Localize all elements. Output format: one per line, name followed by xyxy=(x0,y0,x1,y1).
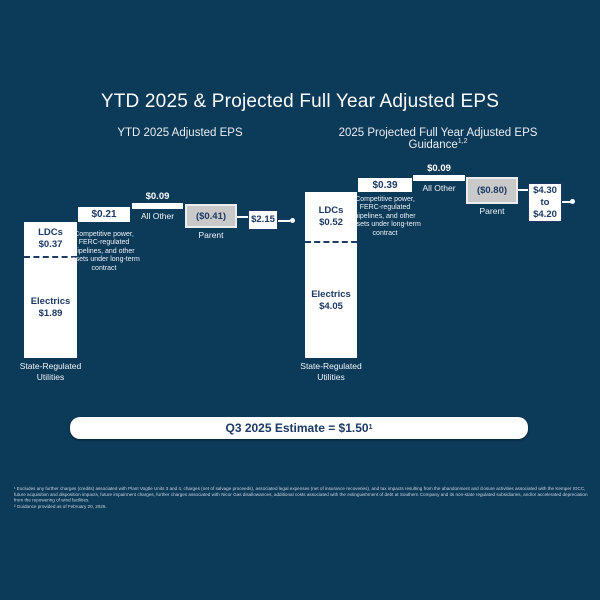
left-competitive-bar: $0.21 xyxy=(78,207,130,222)
right-total-to: to xyxy=(540,196,550,208)
left-parent-to-total-connector xyxy=(237,216,248,218)
left-leader-endpoint-dot xyxy=(290,218,295,223)
left-all-other-bar xyxy=(132,203,183,209)
left-ldcs-segment: LDCs $0.37 xyxy=(24,222,77,258)
right-parent-label: Parent xyxy=(479,206,505,216)
subtitle-footnote-marker: 1,2 xyxy=(457,138,468,146)
left-chart-subtitle: YTD 2025 Adjusted EPS xyxy=(117,127,243,139)
right-chart-subtitle: 2025 Projected Full Year Adjusted EPS Gu… xyxy=(338,127,538,151)
left-parent-label: Parent xyxy=(198,230,224,240)
left-total-leader-line xyxy=(278,220,290,222)
right-total-high: $4.30 xyxy=(533,184,557,196)
left-state-regulated-caption: State-Regulated Utilities xyxy=(19,361,82,382)
right-parent-to-total-connector xyxy=(518,189,528,191)
right-total-leader-line xyxy=(562,201,571,203)
right-competitive-caption: Competitive power, FERC-regulated pipeli… xyxy=(349,196,421,237)
right-ldcs-value: $0.52 xyxy=(319,216,343,228)
left-parent-bar: ($0.41) xyxy=(185,204,237,228)
q3-estimate-text: Q3 2025 Estimate = $1.50 xyxy=(225,421,369,435)
left-all-other-label: All Other xyxy=(140,211,175,221)
footnote-2: ² Guidance provided as of February 20, 2… xyxy=(14,503,107,509)
right-leader-endpoint-dot xyxy=(570,199,575,204)
left-electrics-value: $1.89 xyxy=(38,308,63,319)
right-electrics-label: Electrics xyxy=(311,288,351,300)
left-ldcs-label: LDCs xyxy=(38,227,63,238)
right-total-low: $4.20 xyxy=(533,208,557,220)
left-electrics-label: Electrics xyxy=(30,296,71,307)
footnotes-block: ¹ Excludes any further charges (credits)… xyxy=(14,486,592,526)
left-competitive-caption: Competitive power, FERC-regulated pipeli… xyxy=(68,231,140,272)
left-electrics-segment: Electrics $1.89 xyxy=(24,258,77,358)
right-parent-bar: ($0.80) xyxy=(466,177,518,204)
right-state-regulated-bar: LDCs $0.52 Electrics $4.05 xyxy=(305,192,357,358)
right-competitive-bar: $0.39 xyxy=(358,178,412,192)
right-electrics-value: $4.05 xyxy=(319,300,343,312)
left-ldcs-value: $0.37 xyxy=(38,239,63,250)
right-all-other-bar xyxy=(413,175,465,181)
right-electrics-segment: Electrics $4.05 xyxy=(305,243,357,358)
left-all-other-value: $0.09 xyxy=(145,191,170,202)
right-ldcs-segment: LDCs $0.52 xyxy=(305,192,357,243)
q3-estimate-banner: Q3 2025 Estimate = $1.50 1 xyxy=(70,417,528,439)
right-state-regulated-caption: State-Regulated Utilities xyxy=(300,361,362,382)
right-total-box: $4.30 to $4.20 xyxy=(528,183,562,222)
right-all-other-label: All Other xyxy=(422,183,456,193)
left-state-regulated-bar: LDCs $0.37 Electrics $1.89 xyxy=(24,222,77,358)
left-total-box: $2.15 xyxy=(248,210,278,230)
right-all-other-value: $0.09 xyxy=(427,163,451,174)
right-ldcs-label: LDCs xyxy=(318,204,344,216)
slide-title: YTD 2025 & Projected Full Year Adjusted … xyxy=(100,91,500,112)
footnote-1: ¹ Excludes any further charges (credits)… xyxy=(14,486,588,503)
